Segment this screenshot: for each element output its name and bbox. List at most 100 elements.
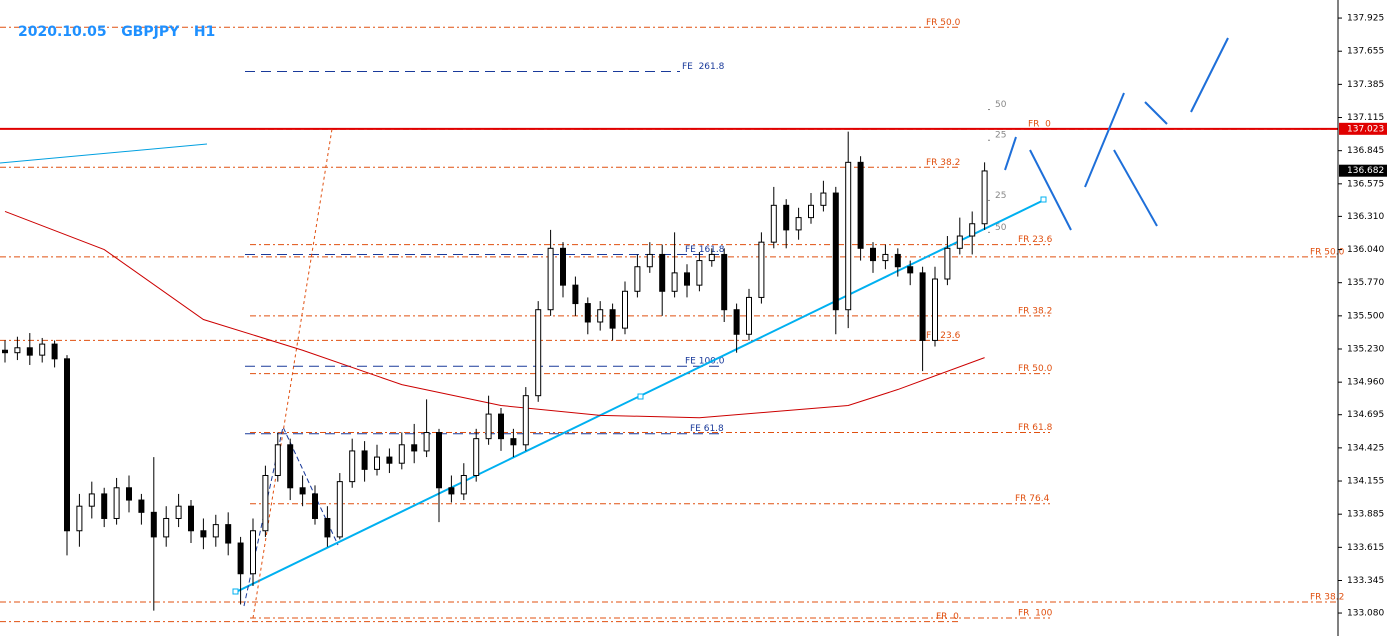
candle-body [398, 444, 405, 464]
candle-body [448, 487, 455, 495]
candle-body [126, 487, 132, 501]
level-label: FR 38.2 [926, 158, 960, 168]
level-label: FR 100 [1018, 608, 1053, 618]
candle-body [498, 413, 504, 440]
candle-body [857, 161, 864, 249]
y-tick-label: 137.925 [1347, 14, 1384, 24]
candle-body [386, 456, 393, 464]
level-label: FR 23.6 [1018, 235, 1053, 245]
candle-body [299, 487, 306, 495]
candle-body [76, 505, 83, 532]
candle-body [832, 192, 839, 311]
candle-body [746, 296, 752, 335]
candle-body [225, 524, 232, 544]
candle-body [175, 505, 182, 519]
anchor [232, 588, 239, 595]
y-tick-label: 137.385 [1347, 80, 1384, 90]
candle-body [237, 542, 244, 575]
y-tick-label: 133.345 [1347, 576, 1384, 586]
candle-body [101, 493, 108, 519]
level-label: FR 38.2 [1018, 306, 1052, 316]
candle-body [572, 284, 579, 305]
level-label: FR 50.0 [1310, 247, 1345, 257]
candle-body [783, 204, 790, 231]
price-label: 137.023 [1347, 124, 1384, 134]
level-label: FE 61.8 [690, 424, 724, 434]
y-tick-label: 135.770 [1347, 278, 1384, 288]
candle-body [485, 413, 492, 440]
candle-body [336, 481, 343, 538]
candle-body [894, 253, 901, 268]
candle-body [547, 247, 554, 311]
candle-body [795, 217, 802, 231]
candle-body [646, 253, 653, 268]
candle-body [684, 272, 690, 286]
candle-body [510, 438, 517, 446]
candle-body [349, 450, 356, 483]
candle-body [882, 253, 889, 262]
candle-body [26, 347, 33, 356]
candle-body [708, 253, 715, 262]
candle-body [411, 444, 418, 452]
anchor [1040, 196, 1047, 203]
level-label: FE 161.8 [685, 245, 725, 255]
drawings [0, 37, 1229, 619]
candle-body [696, 260, 703, 286]
trend-line [0, 143, 208, 164]
candle-body [609, 309, 616, 329]
price-label-bg [1339, 122, 1387, 135]
level-label: FE 100.0 [685, 357, 725, 367]
candle-body [870, 247, 876, 262]
candle-body [64, 358, 70, 532]
candle-body [312, 493, 318, 519]
level-label: FR 50.0 [926, 18, 961, 28]
candle-body [659, 253, 666, 292]
price-label: 136.682 [1347, 166, 1384, 176]
candle-body [932, 278, 938, 341]
candle-body [262, 474, 269, 532]
candle-body [250, 530, 256, 575]
level-label: FR 61.8 [1018, 423, 1053, 433]
candle-body [163, 517, 170, 538]
candle-body [212, 524, 219, 538]
candle-body [522, 395, 529, 446]
y-tick-label: 136.310 [1347, 212, 1384, 222]
candle-body [634, 266, 641, 292]
candle-body [200, 530, 207, 538]
candle-body [113, 487, 120, 519]
candle-body [622, 290, 628, 329]
y-tick-label: 133.615 [1347, 543, 1384, 553]
y-tick-label: 133.080 [1347, 609, 1384, 619]
anchor [637, 393, 644, 400]
candle-body [287, 444, 294, 489]
fib-retracement-diag [252, 128, 333, 619]
y-tick-label: 135.230 [1347, 345, 1384, 355]
level-label: FR 50.0 [1018, 364, 1053, 374]
y-tick-label: 135.500 [1347, 311, 1384, 321]
level-label: FR 38.2 [1310, 592, 1344, 602]
y-tick-label: 137.115 [1347, 113, 1384, 123]
candle-body [374, 456, 380, 470]
candle-body [39, 343, 46, 356]
candle-body [14, 347, 21, 354]
candle-body [969, 223, 976, 237]
levels: FR 50.0 FE 261.8 50 FR 0 25 FR 38.2 25 50 FR 23.… [0, 18, 1345, 623]
moving-average [4, 211, 985, 419]
candle-body [671, 272, 678, 292]
candle-body [770, 204, 777, 243]
candle-body [88, 493, 95, 507]
candle-body [956, 235, 963, 249]
y-tick-label: 133.885 [1347, 510, 1384, 520]
y-tick-label: 136.040 [1347, 245, 1384, 255]
level-label: FE 261.8 [682, 62, 725, 72]
candle-body [188, 505, 194, 532]
candle-body [907, 266, 914, 274]
candle-body [150, 511, 157, 538]
candle-body [919, 272, 926, 341]
y-tick-label: 134.155 [1347, 477, 1384, 487]
pen-strokes [1004, 37, 1229, 231]
candle-body [733, 309, 740, 335]
axis: 137.925 137.655 137.385 137.115 136.845 136.5… [1338, 14, 1387, 619]
candle-body [721, 253, 728, 311]
